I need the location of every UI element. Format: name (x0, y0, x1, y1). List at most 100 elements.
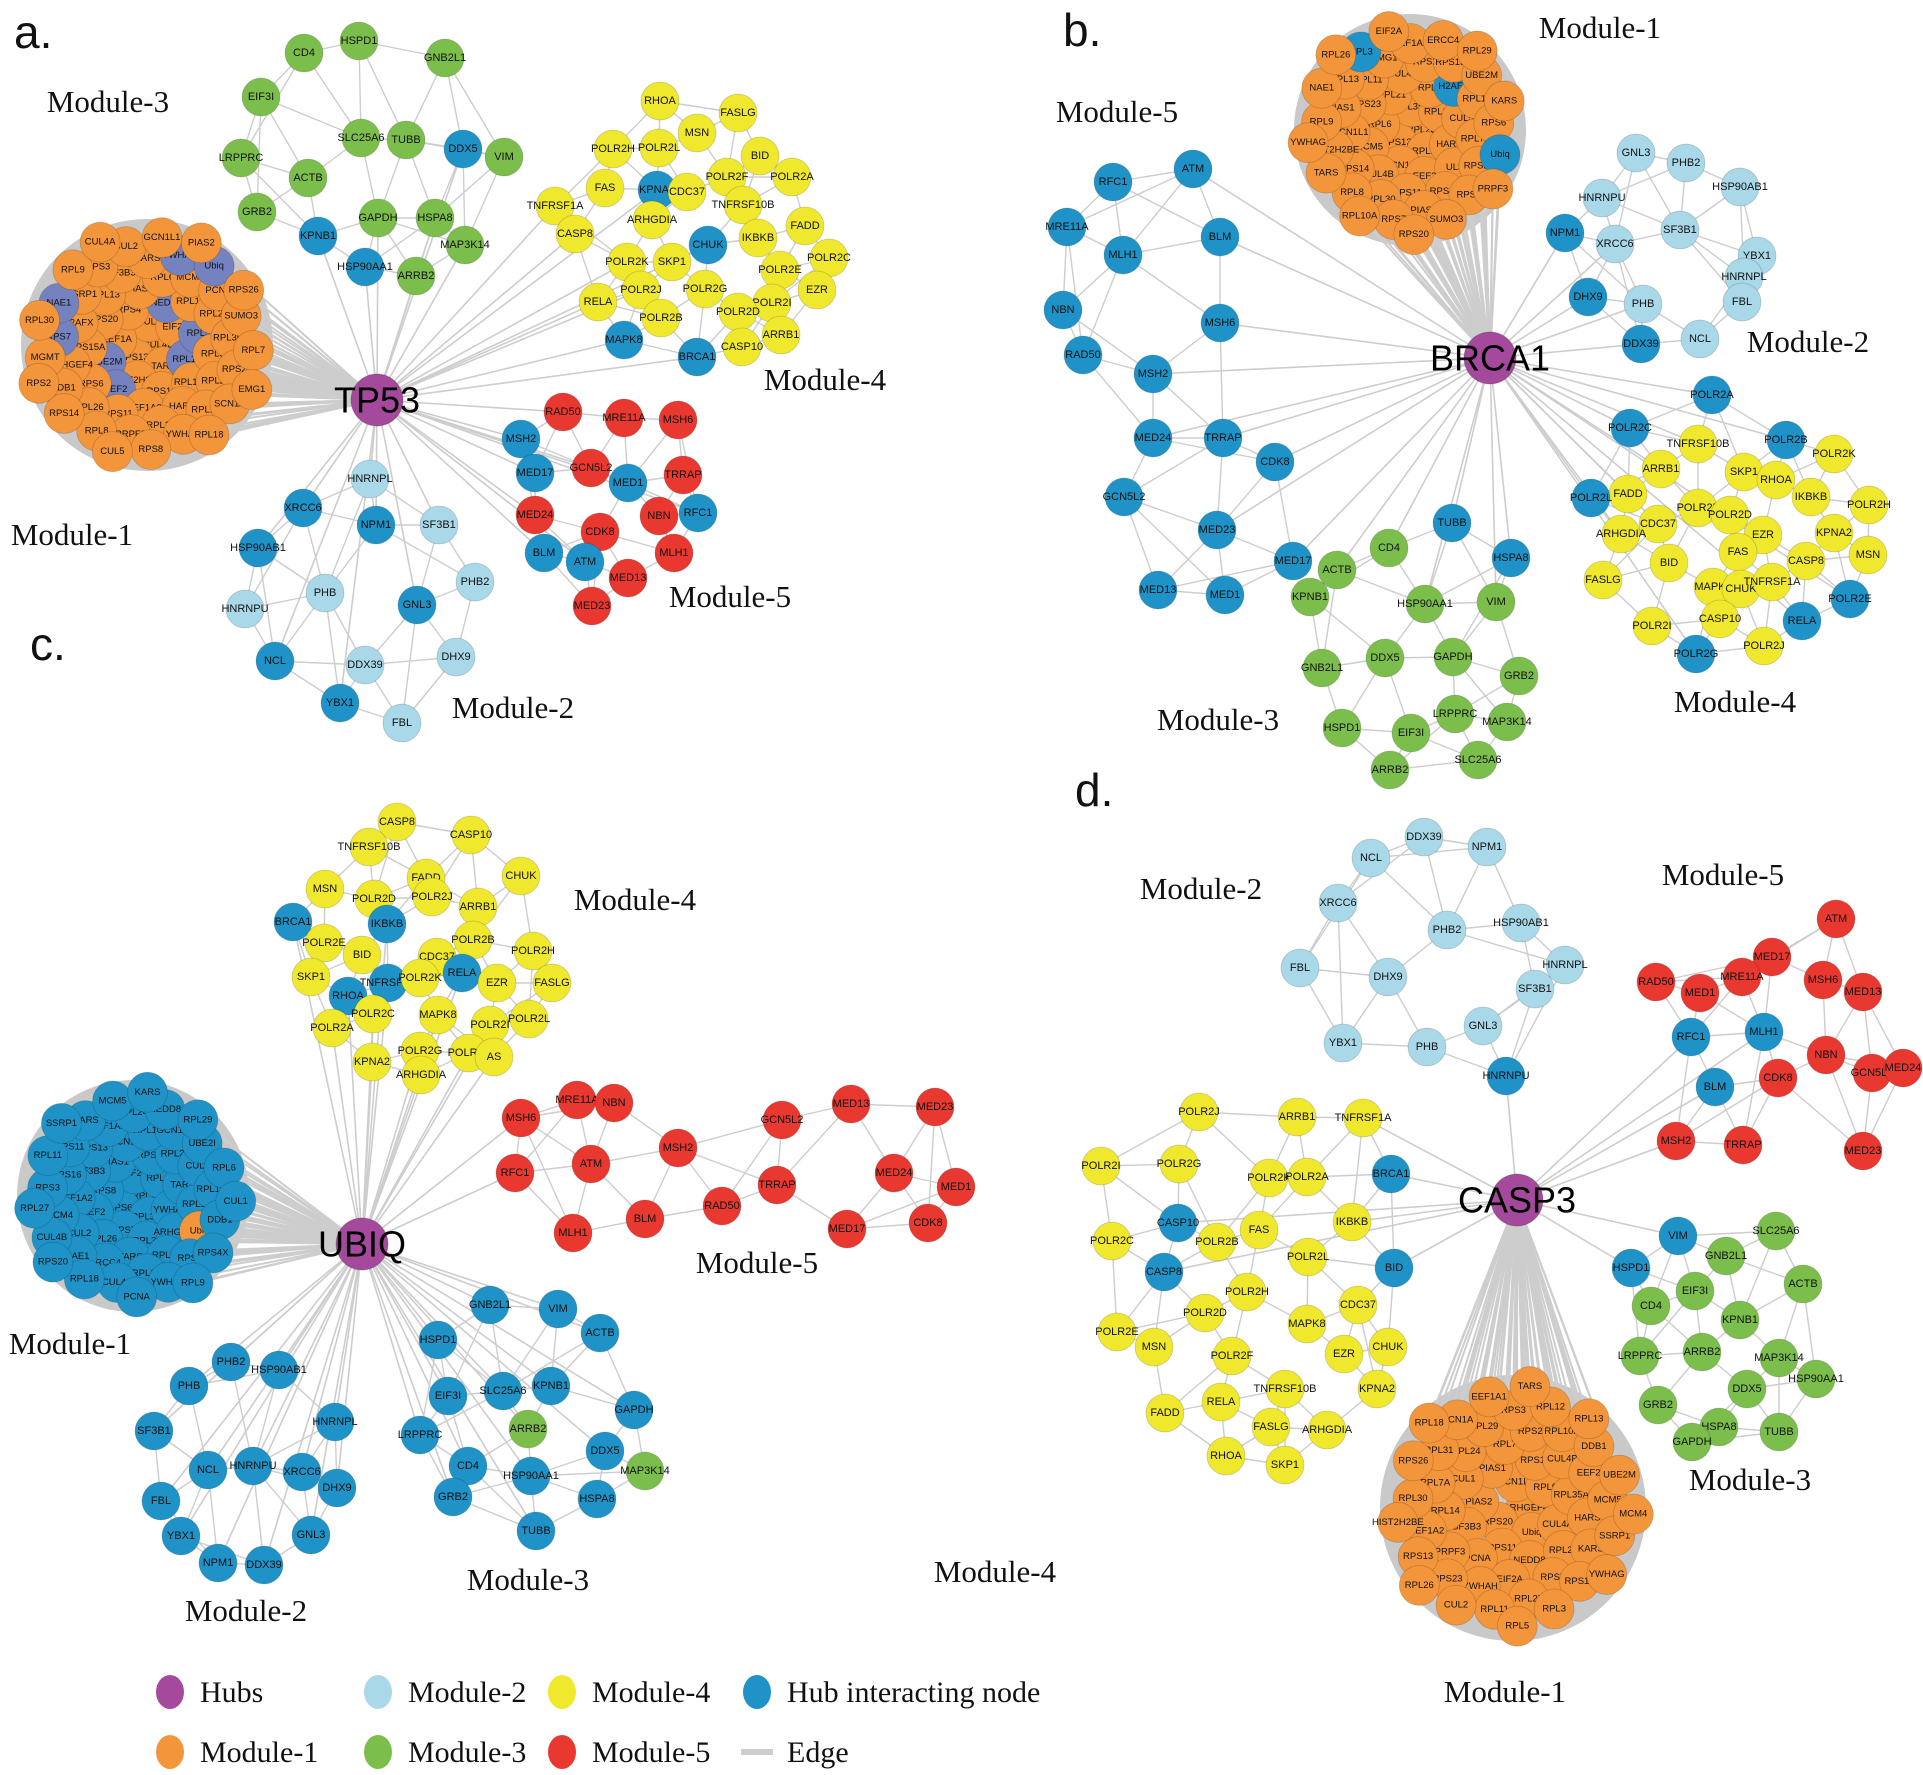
node-label: RPL18 (70, 1274, 99, 1285)
node-MRE11A (604, 398, 644, 438)
node-label: RPL9 (61, 264, 85, 275)
node-label: CD4 (1378, 542, 1400, 554)
node-label: BLM (533, 547, 556, 559)
node-RHOA (640, 81, 680, 121)
node-label: BID (353, 949, 371, 961)
node-label: POLR2I (1632, 620, 1671, 632)
node-label: GRB2 (438, 1491, 468, 1503)
node-ARRB1 (1641, 449, 1681, 489)
node-label: RPL12 (191, 404, 220, 415)
node-label: MED13 (1140, 584, 1177, 596)
node-label: NBN (1051, 304, 1074, 316)
node-CDC37 (1638, 504, 1678, 544)
node-label: FAS (1249, 1224, 1270, 1236)
node-POLR2H (1849, 485, 1889, 525)
hub-edge (1489, 303, 1644, 359)
node-label: CDK8 (1260, 456, 1289, 468)
node-label: POLR2A (1690, 389, 1734, 401)
node-YWHAG (1287, 122, 1329, 164)
node-label: ARRB2 (1684, 1346, 1721, 1358)
node-label: MSN (313, 883, 338, 895)
node-label: MED24 (517, 509, 554, 521)
node-label: HSP90AB1 (1493, 917, 1549, 929)
hub-edge (1489, 357, 1787, 441)
hub-edge (1292, 357, 1491, 562)
hub-node-BRCA1 (1463, 331, 1517, 385)
node-label: HSPD1 (341, 35, 378, 47)
node-label: RPS8 (1456, 189, 1481, 200)
node-label: RPL18 (194, 430, 223, 441)
node-label: RFC1 (684, 507, 713, 519)
node-label: TNFRSF10B (1667, 438, 1730, 450)
node-label: HNRNPU (1482, 1070, 1529, 1082)
node-label: POLR2B (1764, 434, 1807, 446)
hub-edge (376, 217, 436, 401)
node-label: POLR2F (706, 171, 749, 183)
node-label: SUMO3 (1430, 214, 1464, 225)
node-label: TARS (1314, 168, 1339, 179)
node-label: YWHAG (1290, 137, 1326, 148)
node-TRRAP (663, 455, 703, 495)
node-label: TNFRSF1A (1744, 576, 1802, 588)
node-label: POLR2K (1812, 448, 1856, 460)
node-label: NAE1 (1309, 83, 1334, 94)
node-EIF3I (241, 77, 281, 117)
node-label: PHB2 (1672, 157, 1701, 169)
hub-edge (376, 301, 599, 401)
node-label: TNFRSF1A (1335, 1112, 1393, 1124)
edge (1123, 496, 1226, 596)
module-label-module-4: Module-4 (1674, 684, 1797, 719)
node-label: GNB2L1 (424, 52, 466, 64)
node-label: CASP10 (721, 341, 763, 353)
node-label: UBE2M (1465, 70, 1498, 81)
node-label: MED1 (941, 1181, 972, 1193)
node-label: RPL11 (172, 354, 200, 365)
node-label: GRB2 (1504, 670, 1534, 682)
node-label: POLR2B (1195, 1236, 1238, 1248)
node-FASLG (718, 93, 758, 133)
node-label: POLR2D (1708, 509, 1752, 521)
node-POLR2D (1710, 495, 1750, 535)
module-label-module-5: Module-5 (1056, 94, 1178, 129)
node-label: POLR2H (591, 143, 635, 155)
node-label: MCM5 (99, 1095, 127, 1106)
hub-edge (1516, 1036, 1692, 1201)
hub-edge (1489, 357, 1713, 396)
node-label: MED13 (1845, 986, 1882, 998)
hub-edge (376, 233, 576, 401)
module-label-module-2: Module-2 (452, 690, 574, 725)
node-MED13 (608, 558, 648, 598)
node-label: DHX9 (1573, 291, 1602, 303)
node-label: PHB2 (1433, 924, 1462, 936)
hub-edge (1489, 357, 1662, 470)
hub-edge (376, 399, 536, 474)
nodes-layer: CUL4BRPS13CUL1TARSEEF1AEIF2AHIST2H2BERPS… (18, 21, 851, 743)
node-label: HSP90AB1 (230, 542, 286, 554)
node-BLM (524, 533, 564, 573)
node-label: MLH1 (558, 1227, 587, 1239)
node-label: YBX1 (326, 697, 354, 709)
node-label: HIST2H2BE (1308, 145, 1360, 156)
node-label: POLR2C (1608, 422, 1652, 434)
module-label-module-5: Module-5 (669, 579, 791, 614)
node-label: SKP1 (1730, 466, 1758, 478)
node-label: POLR2E (1095, 1326, 1138, 1338)
node-label: GNL3 (1469, 1020, 1498, 1032)
node-label: RPS23 (1351, 99, 1381, 110)
node-label: RPS15A (1435, 57, 1472, 68)
node-label: RELA (584, 296, 613, 308)
node-label: RPL8 (85, 425, 109, 436)
node-label: RPS14 (49, 408, 79, 419)
node-label: EIF3I (1682, 1285, 1708, 1297)
node-EZR (797, 270, 837, 310)
node-KPNA2 (1814, 513, 1854, 553)
node-label: CD4 (293, 47, 315, 59)
node-label: TRRAP (1204, 432, 1241, 444)
node-label: MSN (1142, 1341, 1167, 1353)
node-label: POLR2H (511, 945, 555, 957)
node-EMG1 (231, 369, 273, 410)
node-SLC25A6 (1458, 740, 1498, 780)
node-label: MED23 (1199, 524, 1236, 536)
node-label: RPS16 (147, 386, 177, 397)
node-label: RHOA (1760, 474, 1792, 486)
